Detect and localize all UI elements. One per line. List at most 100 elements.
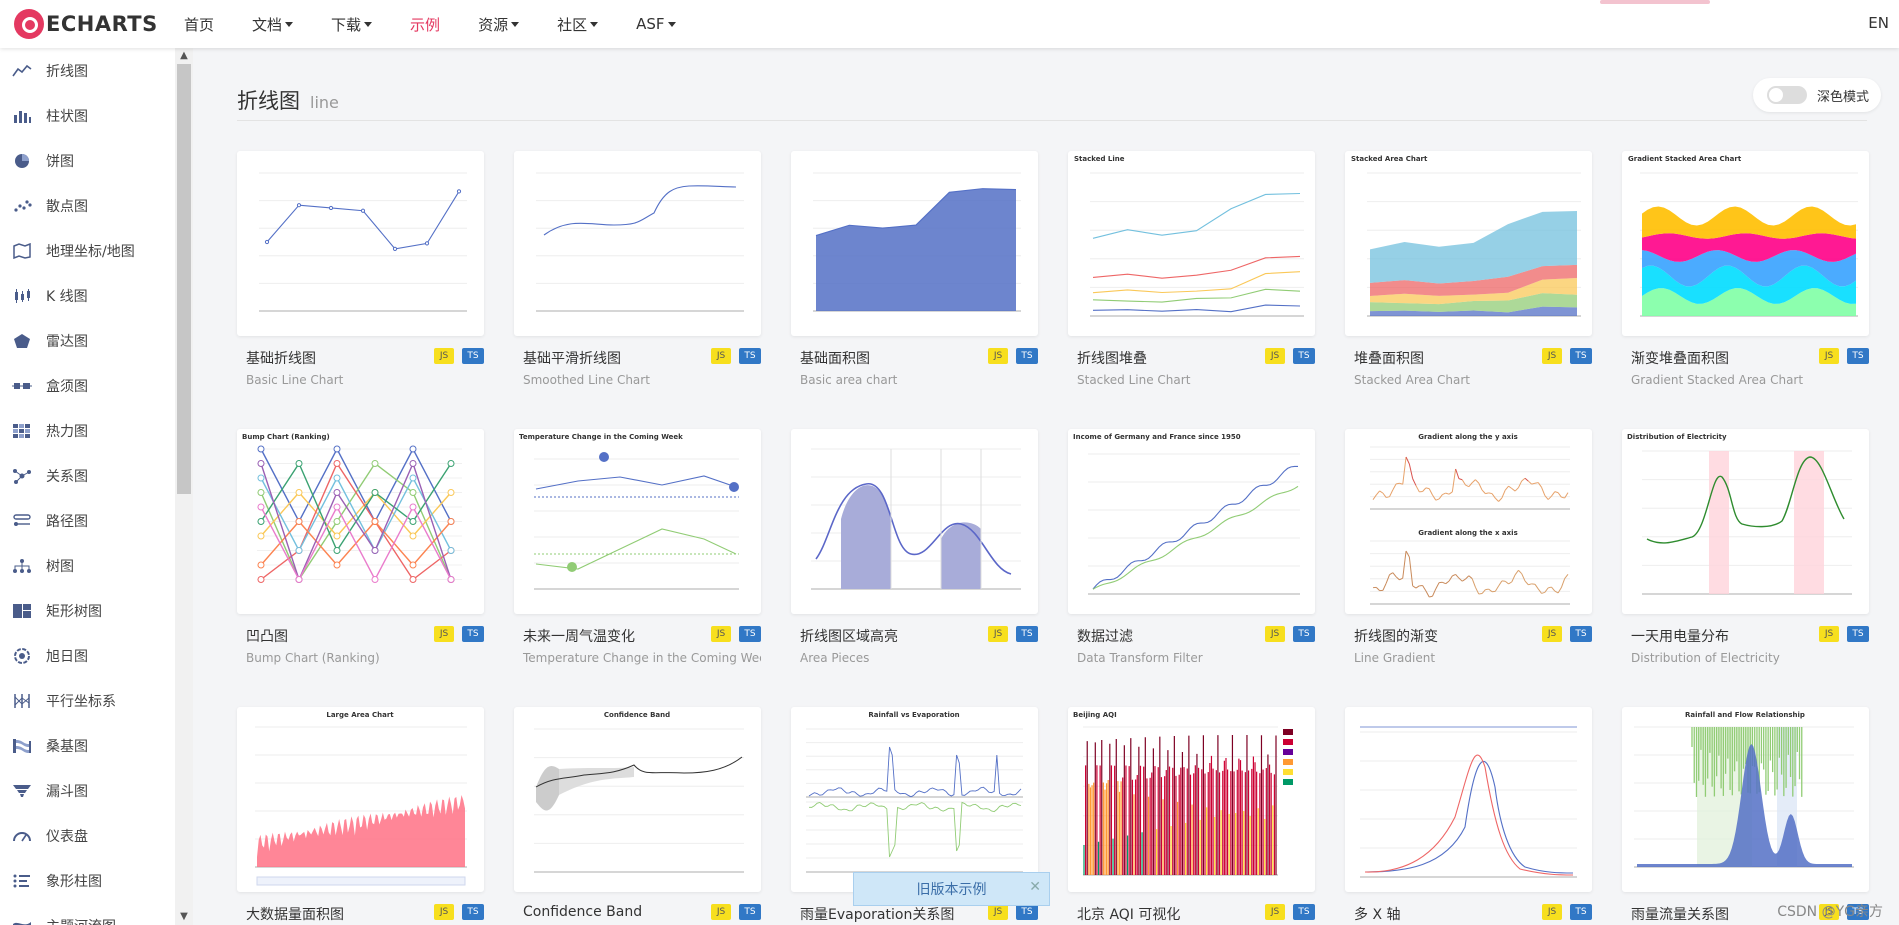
ts-badge[interactable]: TS [1570, 904, 1592, 920]
example-card-gradient-stacked[interactable]: Gradient Stacked Area Chart 渐变堆叠面积图 Gradie… [1622, 151, 1869, 387]
js-badge[interactable]: JS [1265, 626, 1285, 642]
ts-badge[interactable]: TS [1016, 904, 1038, 920]
nav-item-1[interactable]: 文档 [252, 0, 294, 48]
scroll-down-arrow-icon[interactable]: ▼ [180, 911, 188, 922]
example-card-large-area[interactable]: Large Area Chart 大数据量面积图 JS TS [237, 707, 484, 923]
example-card-line-gradient[interactable]: Gradient along the y axis Gradient along … [1345, 429, 1592, 665]
example-title[interactable]: 折线图的渐变 [1354, 629, 1438, 645]
js-badge[interactable]: JS [434, 904, 454, 920]
example-title[interactable]: 凹凸图 [246, 629, 288, 645]
example-title[interactable]: 折线图区域高亮 [800, 629, 898, 645]
ts-badge[interactable]: TS [1847, 348, 1869, 364]
sidebar-item-17[interactable]: 仪表盘 [0, 813, 193, 858]
example-title[interactable]: 基础平滑折线图 [523, 351, 621, 367]
js-badge[interactable]: JS [1819, 904, 1839, 920]
ts-badge[interactable]: TS [1016, 626, 1038, 642]
example-card-basic-line[interactable]: 基础折线图 Basic Line Chart JS TS [237, 151, 484, 387]
sidebar-item-18[interactable]: 象形柱图 [0, 858, 193, 903]
example-thumbnail[interactable]: Temperature Change in the Coming Week [514, 429, 761, 614]
ts-badge[interactable]: TS [1847, 626, 1869, 642]
nav-item-5[interactable]: 社区 [557, 0, 599, 48]
example-card-stacked-area[interactable]: Stacked Area Chart 堆叠面积图 Stacked Area Char… [1345, 151, 1592, 387]
ts-badge[interactable]: TS [739, 626, 761, 642]
example-title[interactable]: 基础折线图 [246, 351, 316, 367]
js-badge[interactable]: JS [988, 904, 1008, 920]
example-title[interactable]: 大数据量面积图 [246, 907, 344, 923]
example-thumbnail[interactable]: Distribution of Electricity [1622, 429, 1869, 614]
sidebar-item-12[interactable]: 矩形树图 [0, 588, 193, 633]
ts-badge[interactable]: TS [1570, 626, 1592, 642]
example-card-rain-flow[interactable]: Rainfall and Flow Relationship 雨量流量关系图 JS T… [1622, 707, 1869, 923]
sidebar-item-13[interactable]: 旭日图 [0, 633, 193, 678]
example-thumbnail[interactable]: Stacked Area Chart [1345, 151, 1592, 336]
echarts-logo[interactable]: ECHARTS [14, 9, 184, 39]
example-title[interactable]: 雨量流量关系图 [1631, 907, 1729, 923]
nav-item-4[interactable]: 资源 [478, 0, 520, 48]
example-thumbnail[interactable]: Rainfall vs Evaporation [791, 707, 1038, 892]
scroll-up-arrow-icon[interactable]: ▲ [180, 50, 188, 61]
js-badge[interactable]: JS [1819, 626, 1839, 642]
sidebar-item-7[interactable]: 盒须图 [0, 363, 193, 408]
js-badge[interactable]: JS [434, 626, 454, 642]
ts-badge[interactable]: TS [1293, 904, 1315, 920]
js-badge[interactable]: JS [1542, 626, 1562, 642]
example-thumbnail[interactable]: Confidence Band [514, 707, 761, 892]
nav-item-3[interactable]: 示例 [410, 0, 440, 48]
js-badge[interactable]: JS [711, 626, 731, 642]
sidebar-item-2[interactable]: 饼图 [0, 138, 193, 183]
js-badge[interactable]: JS [1542, 348, 1562, 364]
js-badge[interactable]: JS [711, 904, 731, 920]
nav-item-0[interactable]: 首页 [184, 0, 214, 48]
example-card-bump[interactable]: Bump Chart (Ranking) 凹凸图 Bump Chart (Ranki… [237, 429, 484, 665]
sidebar-item-19[interactable]: 主题河流图 [0, 903, 193, 925]
sidebar-item-5[interactable]: K 线图 [0, 273, 193, 318]
js-badge[interactable]: JS [434, 348, 454, 364]
example-title[interactable]: 折线图堆叠 [1077, 351, 1147, 367]
ts-badge[interactable]: TS [1847, 904, 1869, 920]
example-card-area-pieces[interactable]: 折线图区域高亮 Area Pieces JS TS [791, 429, 1038, 665]
ts-badge[interactable]: TS [462, 626, 484, 642]
example-card-aqi[interactable]: Beijing AQI 北京 AQI 可视化 JS TS [1068, 707, 1315, 923]
example-thumbnail[interactable]: Rainfall and Flow Relationship [1622, 707, 1869, 892]
example-title[interactable]: 未来一周气温变化 [523, 629, 635, 645]
ts-badge[interactable]: TS [1293, 626, 1315, 642]
example-thumbnail[interactable] [791, 429, 1038, 614]
js-badge[interactable]: JS [1542, 904, 1562, 920]
example-card-multiple-x[interactable]: 多 X 轴 JS TS [1345, 707, 1592, 923]
example-card-rainfall-evaporation[interactable]: Rainfall vs Evaporation 雨量Evaporation关系图 J… [791, 707, 1038, 923]
toggle-switch[interactable] [1767, 86, 1807, 104]
sidebar-item-16[interactable]: 漏斗图 [0, 768, 193, 813]
sidebar-item-3[interactable]: 散点图 [0, 183, 193, 228]
example-title[interactable]: 多 X 轴 [1354, 907, 1401, 923]
scrollbar-thumb[interactable] [177, 64, 191, 494]
example-card-transform-filter[interactable]: Income of Germany and France since 1950 数… [1068, 429, 1315, 665]
ts-badge[interactable]: TS [739, 348, 761, 364]
example-card-temperature[interactable]: Temperature Change in the Coming Week 未来一… [514, 429, 761, 665]
example-card-electricity[interactable]: Distribution of Electricity 一天用电量分布 Distri… [1622, 429, 1869, 665]
sidebar-item-14[interactable]: 平行坐标系 [0, 678, 193, 723]
sidebar-item-8[interactable]: 热力图 [0, 408, 193, 453]
example-card-confidence-band[interactable]: Confidence Band Confidence Band JS TS [514, 707, 761, 922]
js-badge[interactable]: JS [1265, 904, 1285, 920]
example-card-smooth-line[interactable]: 基础平滑折线图 Smoothed Line Chart JS TS [514, 151, 761, 387]
example-title[interactable]: 基础面积图 [800, 351, 870, 367]
ts-badge[interactable]: TS [1293, 348, 1315, 364]
sidebar-item-15[interactable]: 桑基图 [0, 723, 193, 768]
example-title[interactable]: 雨量Evaporation关系图 [800, 907, 955, 923]
sidebar-item-9[interactable]: 关系图 [0, 453, 193, 498]
ts-badge[interactable]: TS [462, 348, 484, 364]
example-title[interactable]: 北京 AQI 可视化 [1077, 907, 1181, 923]
nav-item-6[interactable]: ASF [636, 0, 676, 48]
example-card-basic-area[interactable]: 基础面积图 Basic area chart JS TS [791, 151, 1038, 387]
example-thumbnail[interactable]: Income of Germany and France since 1950 [1068, 429, 1315, 614]
js-badge[interactable]: JS [711, 348, 731, 364]
js-badge[interactable]: JS [1819, 348, 1839, 364]
close-icon[interactable]: ✕ [1029, 879, 1041, 895]
ts-badge[interactable]: TS [462, 904, 484, 920]
example-thumbnail[interactable]: Large Area Chart [237, 707, 484, 892]
example-title[interactable]: Confidence Band [523, 904, 643, 920]
example-thumbnail[interactable] [1345, 707, 1592, 892]
sidebar-item-1[interactable]: 柱状图 [0, 93, 193, 138]
js-badge[interactable]: JS [988, 626, 1008, 642]
sidebar-item-4[interactable]: 地理坐标/地图 [0, 228, 193, 273]
